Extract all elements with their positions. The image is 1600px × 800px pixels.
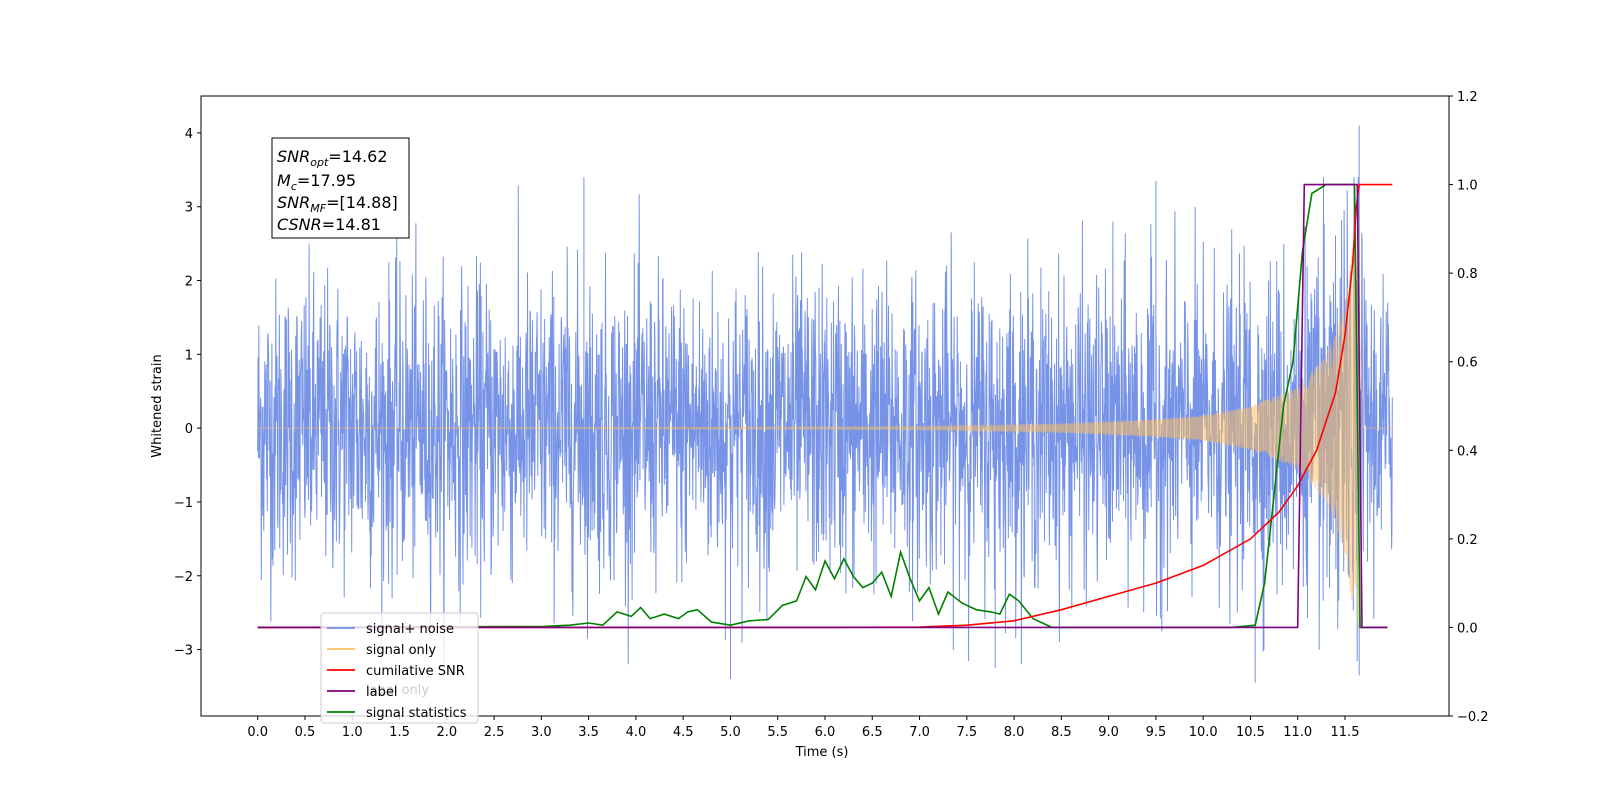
info-csnr: CSNR=14.81 [277,215,381,234]
legend-label: signal only [366,643,436,658]
x-tick-label: 8.0 [1004,725,1025,740]
right-axis-series [257,183,1393,629]
y2-tick-label: 0.0 [1457,621,1478,636]
series-label [257,183,1388,629]
x-tick-label: 5.5 [767,725,788,740]
y2-tick-label: 1.0 [1457,179,1478,194]
x-tick-label: 0.0 [247,725,268,740]
y-axis-label: Whitened strain [150,354,165,457]
y2-tick-label: 1.2 [1457,90,1478,105]
x-tick-label: 2.5 [484,725,505,740]
x-tick-label: 5.0 [720,725,741,740]
x-axis-ticks: 0.0 0.5 1.0 1.5 2.0 2.5 3.0 3.5 4.0 4.5 5.0 5.5 6.0 6… [247,716,1359,740]
x-tick-label: 2.0 [436,725,457,740]
x-tick-label: 9.5 [1146,725,1167,740]
y2-tick-label: 0.2 [1457,533,1478,548]
y-tick-label: 1 [185,348,193,363]
x-tick-label: 11.5 [1331,725,1360,740]
y-tick-label: −1 [174,496,193,511]
legend: label only signal+ noise signal only cumil… [320,612,479,724]
y-tick-label: −3 [174,644,193,659]
legend-label: label [366,685,397,700]
y2-tick-label: 0.4 [1457,444,1478,459]
x-tick-label: 7.0 [909,725,930,740]
y2-tick-label: 0.8 [1457,267,1478,282]
info-box-frame [271,137,410,239]
y-tick-label: 2 [185,275,193,290]
y2-axis-ticks: −0.2 0.0 0.2 0.4 0.6 0.8 1.0 1.2 [1449,90,1489,725]
series-cumilative-snr [257,183,1393,629]
x-tick-label: 8.5 [1051,725,1072,740]
legend-label: signal statistics [366,706,467,721]
x-axis-label: Time (s) [795,745,849,760]
x-tick-label: 6.5 [862,725,883,740]
x-tick-label: 11.0 [1283,725,1312,740]
x-tick-label: 0.5 [295,725,316,740]
x-tick-label: 4.0 [626,725,647,740]
x-tick-label: 7.5 [956,725,977,740]
signal-only-line [257,218,1393,634]
series-signal-noise [257,125,1393,683]
signal-noise-line [257,125,1393,683]
x-tick-label: 1.5 [389,725,410,740]
x-tick-label: 4.5 [673,725,694,740]
y-tick-label: −2 [174,570,193,585]
x-tick-label: 10.5 [1236,725,1265,740]
plot-area [257,125,1393,683]
info-mc: Mc=17.95 [277,171,356,193]
info-snr-opt: SNRopt=14.62 [277,147,388,169]
y2-tick-label: −0.2 [1457,710,1489,725]
y2-tick-label: 0.6 [1457,356,1478,371]
x-tick-label: 10.0 [1189,725,1218,740]
x-tick-label: 6.0 [815,725,836,740]
x-tick-label: 1.0 [342,725,363,740]
x-tick-label: 9.0 [1098,725,1119,740]
series-signal-only [257,218,1393,634]
legend-label: cumilative SNR [366,664,465,679]
y-axis-ticks: −3 −2 −1 0 1 2 3 4 [174,127,201,659]
info-box: SNRopt=14.62 Mc=17.95 SNRMF=[14.88] CSNR… [271,137,410,239]
legend-ghost-text: label only [366,683,429,698]
y-tick-label: 0 [185,422,193,437]
info-snr-mf: SNRMF=[14.88] [277,193,398,215]
x-tick-label: 3.0 [531,725,552,740]
legend-items: signal+ noise signal only cumilative SNR la… [327,622,467,721]
x-tick-label: 3.5 [578,725,599,740]
legend-label: signal+ noise [366,622,454,637]
y-tick-label: 3 [185,201,193,216]
legend-frame [320,612,479,724]
series-signal-statistics [257,183,1388,629]
y-tick-label: 4 [185,127,193,142]
